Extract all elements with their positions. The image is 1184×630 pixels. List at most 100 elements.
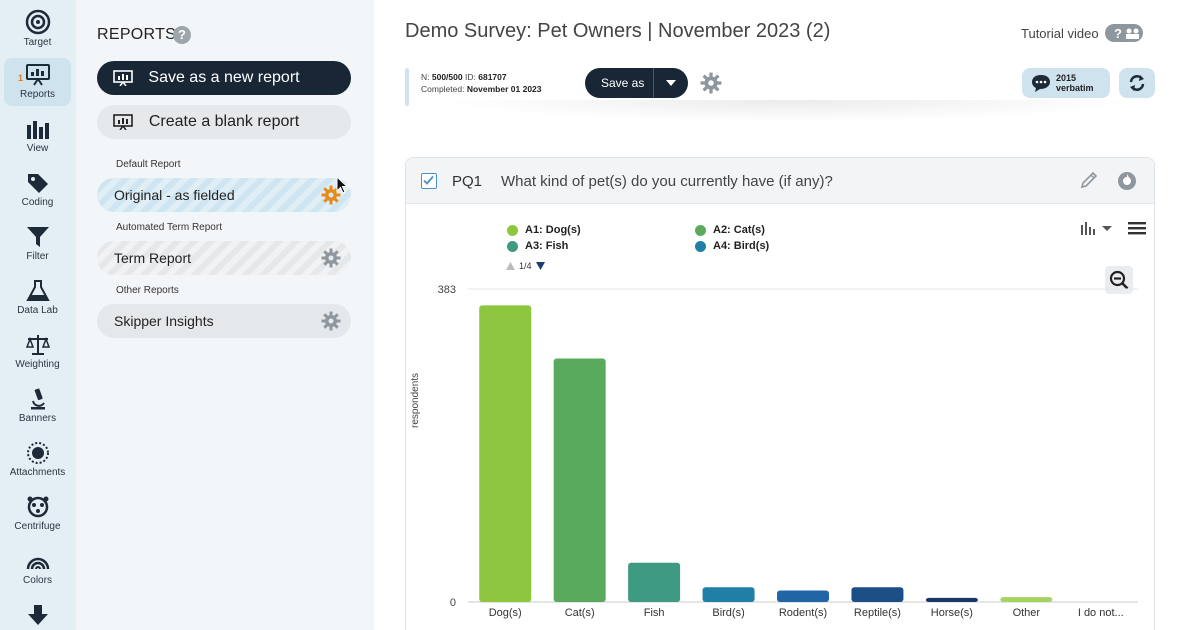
rail-item-coding[interactable]: Coding bbox=[4, 166, 71, 214]
legend-label: A4: Bird(s) bbox=[713, 240, 770, 252]
rail-item-data-lab[interactable]: Data Lab bbox=[4, 274, 71, 322]
question-text: What kind of pet(s) do you currently hav… bbox=[501, 173, 833, 190]
refresh-icon bbox=[1129, 75, 1145, 91]
gear-icon[interactable] bbox=[700, 72, 722, 94]
question-header: PQ1 What kind of pet(s) do you currently… bbox=[406, 158, 1154, 204]
report-term-report[interactable]: Term Report bbox=[97, 241, 351, 275]
completed-label: Completed: bbox=[421, 84, 465, 94]
gear-icon[interactable] bbox=[321, 185, 341, 205]
question-card: PQ1 What kind of pet(s) do you currently… bbox=[405, 157, 1155, 630]
legend-item[interactable]: A3: Fish bbox=[507, 240, 568, 252]
verbatim-count: 2015 bbox=[1056, 73, 1077, 83]
question-code: PQ1 bbox=[452, 173, 483, 190]
legend-pager: 1/4 bbox=[506, 261, 545, 271]
reports-panel: REPORTS ? Save as a new report Create a … bbox=[76, 0, 374, 630]
id-label: ID: bbox=[464, 72, 476, 82]
bar-bird-s[interactable] bbox=[702, 587, 755, 602]
rail-label: Target bbox=[23, 37, 52, 48]
tutorial-video-link[interactable]: Tutorial video ? bbox=[1021, 24, 1143, 42]
legend-item[interactable]: A1: Dog(s) bbox=[507, 224, 581, 236]
checkmark-icon bbox=[423, 175, 434, 185]
header-shadow bbox=[440, 100, 1140, 122]
section-default-report: Default Report bbox=[116, 159, 181, 170]
save-as-new-report-label: Save as a new report bbox=[148, 69, 300, 86]
create-blank-report-button[interactable]: Create a blank report bbox=[97, 105, 351, 139]
rail-label: Weighting bbox=[15, 359, 60, 370]
svg-text:?: ? bbox=[1114, 26, 1122, 41]
rail-label: Attachments bbox=[9, 467, 66, 478]
bar-rodent-s[interactable] bbox=[777, 590, 829, 602]
rail-item-colors[interactable]: Colors bbox=[4, 544, 71, 592]
tutorial-label: Tutorial video bbox=[1021, 25, 1099, 41]
x-axis-ticks: Dog(s) Cat(s) Fish Bird(s) Rodent(s) Reptile(… bbox=[489, 607, 1124, 619]
panel-title: REPORTS bbox=[97, 26, 177, 43]
question-menu-icon[interactable] bbox=[1117, 171, 1137, 191]
save-as-label: Save as bbox=[601, 76, 645, 90]
rail-label: Centrifuge bbox=[14, 521, 61, 532]
report-label: Term Report bbox=[114, 250, 192, 266]
legend-item[interactable]: A4: Bird(s) bbox=[695, 240, 769, 252]
info-accent-bar bbox=[405, 68, 409, 106]
bar-dog-s[interactable] bbox=[479, 305, 532, 602]
survey-completed: Completed: November 01 2023 bbox=[421, 84, 542, 94]
rail-item-view[interactable]: View bbox=[4, 112, 71, 160]
scale-icon bbox=[25, 335, 50, 355]
help-icon[interactable]: ? bbox=[173, 26, 191, 44]
flask-icon bbox=[25, 280, 50, 301]
hamburger-menu-icon[interactable] bbox=[1128, 221, 1146, 235]
centrifuge-icon bbox=[27, 496, 48, 518]
legend-item[interactable]: A2: Cat(s) bbox=[695, 224, 765, 236]
chart-type-icon[interactable] bbox=[1080, 221, 1114, 235]
n-value: 500/500 bbox=[431, 72, 463, 82]
save-as-button[interactable]: Save as bbox=[585, 68, 688, 98]
rail-label: View bbox=[26, 143, 49, 154]
bar-chart-icon bbox=[26, 121, 49, 139]
filter-icon bbox=[26, 227, 49, 247]
verbatim-text: 2015 verbatim bbox=[1056, 73, 1094, 93]
rail-item-reports[interactable]: 1 Reports bbox=[4, 58, 71, 106]
rail-item-more[interactable] bbox=[4, 598, 71, 630]
bar-horse-s[interactable] bbox=[925, 597, 978, 602]
rail-label: Coding bbox=[21, 197, 54, 208]
zoom-out-icon bbox=[1109, 270, 1129, 290]
bar-cat-s[interactable] bbox=[553, 358, 606, 602]
triangle-up-icon[interactable] bbox=[506, 262, 515, 270]
rail-item-banners[interactable]: Banners bbox=[4, 382, 71, 430]
bar-fish[interactable] bbox=[628, 562, 681, 602]
bar-chart: 0 383 Dog(s) Cat(s) Fish Bird(s) Rodent(s) Rep… bbox=[438, 284, 1138, 619]
chevron-down-icon[interactable] bbox=[654, 76, 688, 90]
report-skipper-insights[interactable]: Skipper Insights bbox=[97, 304, 351, 338]
x-tick-label: Cat(s) bbox=[565, 607, 595, 619]
x-tick-label: I do not... bbox=[1078, 607, 1124, 619]
rail-label: Data Lab bbox=[17, 305, 58, 316]
triangle-down-icon[interactable] bbox=[535, 262, 545, 270]
legend-dot bbox=[507, 224, 518, 236]
refresh-button[interactable] bbox=[1119, 68, 1155, 98]
rail-label: Banners bbox=[18, 413, 57, 424]
gear-icon[interactable] bbox=[321, 311, 341, 331]
rail-item-target[interactable]: Target bbox=[4, 4, 71, 52]
mouse-cursor-icon bbox=[336, 176, 349, 194]
x-tick-label: Other bbox=[1013, 607, 1041, 619]
save-as-new-report-button[interactable]: Save as a new report bbox=[97, 61, 351, 95]
verbatim-button[interactable]: 2015 verbatim bbox=[1022, 68, 1110, 98]
gear-icon[interactable] bbox=[321, 248, 341, 268]
question-checkbox[interactable] bbox=[421, 173, 437, 189]
section-automated-term-report: Automated Term Report bbox=[116, 222, 222, 233]
rail-item-attachments[interactable]: Attachments bbox=[4, 436, 71, 484]
id-value: 681707 bbox=[478, 72, 507, 82]
rail-label: Reports bbox=[19, 89, 55, 100]
rail-item-centrifuge[interactable]: Centrifuge bbox=[4, 490, 71, 538]
bar-other[interactable] bbox=[1000, 597, 1053, 602]
x-tick-label: Fish bbox=[644, 607, 665, 619]
n-label: N: bbox=[421, 72, 430, 82]
legend-label: A3: Fish bbox=[525, 240, 569, 252]
create-blank-report-label: Create a blank report bbox=[148, 113, 300, 130]
bar-reptile-s[interactable] bbox=[851, 587, 904, 602]
rail-item-weighting[interactable]: Weighting bbox=[4, 328, 71, 376]
pencil-icon[interactable] bbox=[1079, 172, 1099, 190]
y-tick-label: 383 bbox=[438, 284, 456, 296]
report-original-as-fielded[interactable]: Original - as fielded bbox=[97, 178, 351, 212]
rail-item-filter[interactable]: Filter bbox=[4, 220, 71, 268]
